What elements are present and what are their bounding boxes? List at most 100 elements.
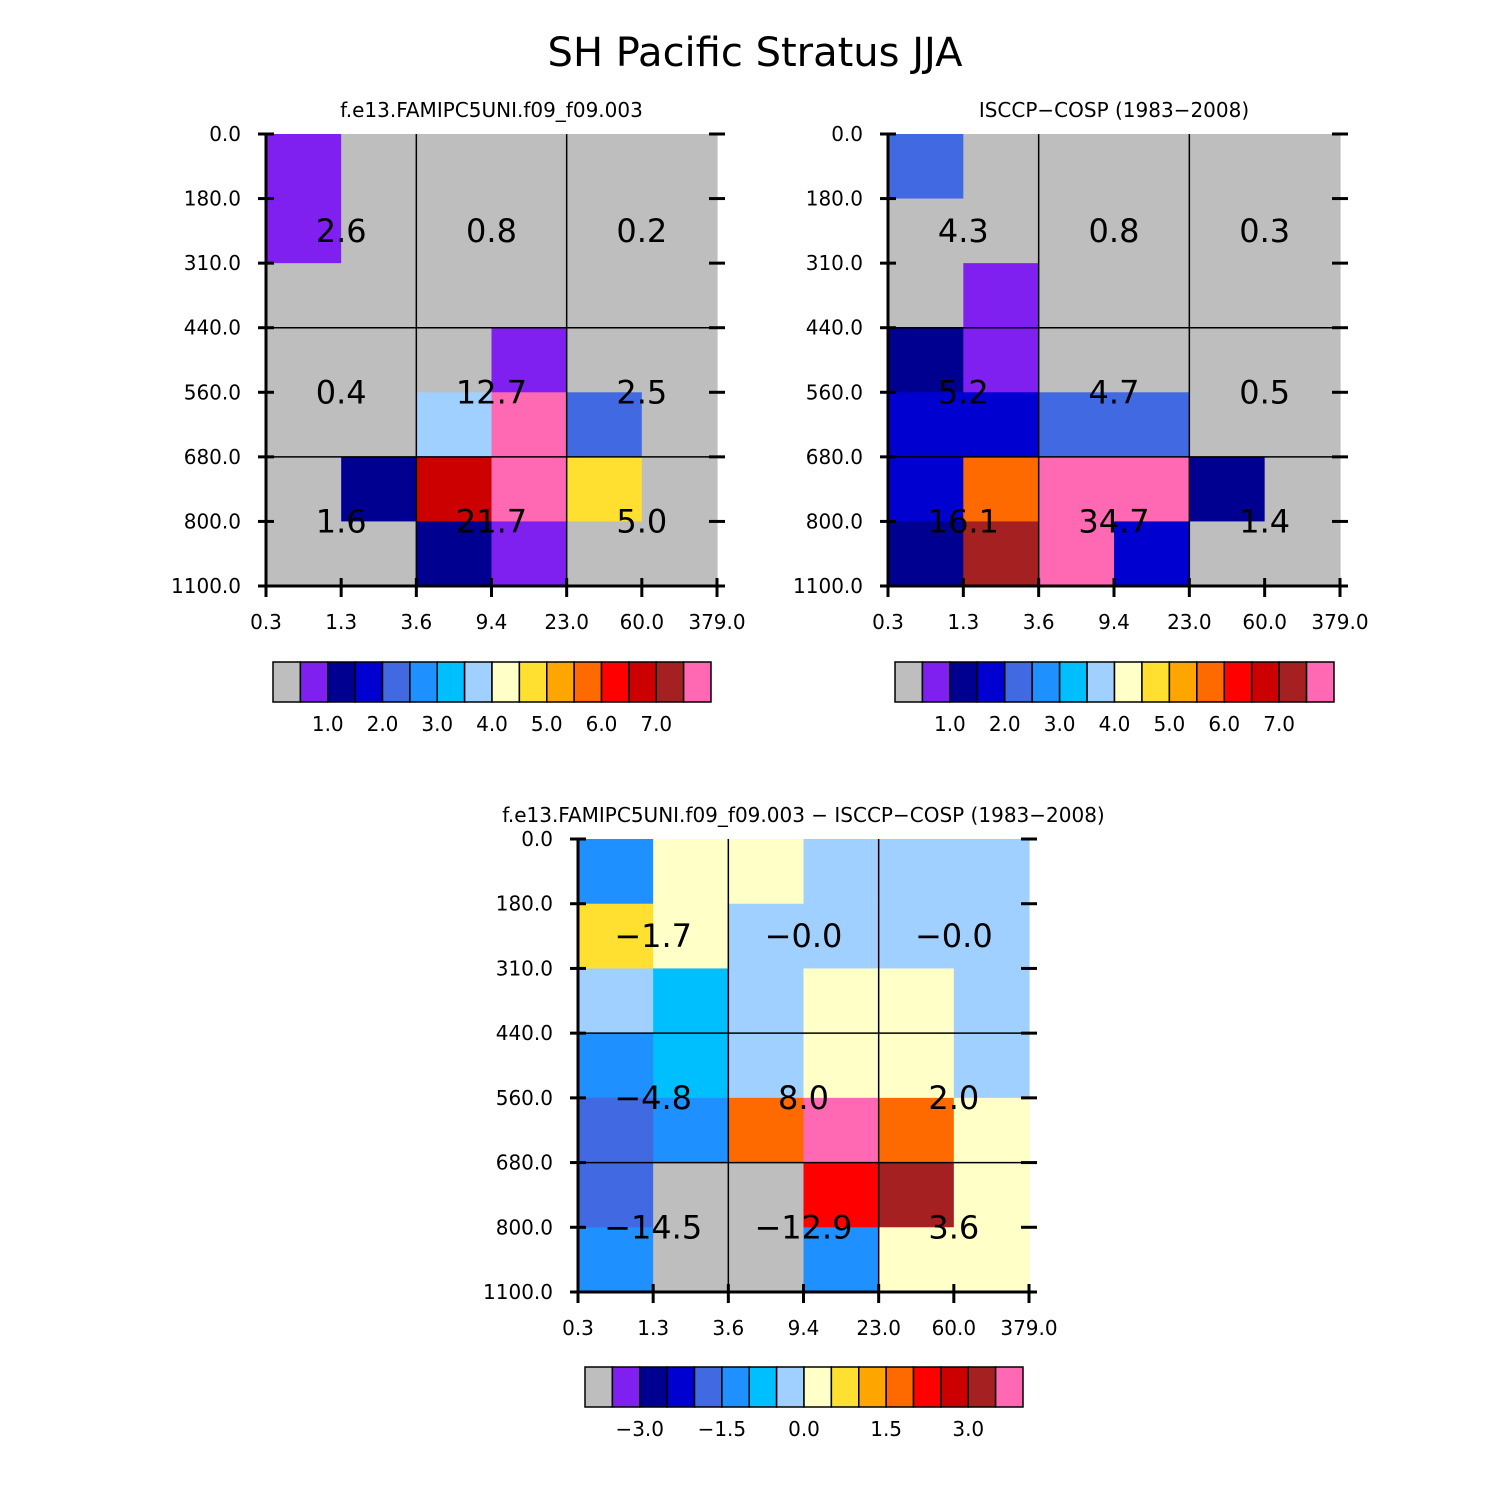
colorbar-box [1305,661,1335,703]
heatmap-cell [491,456,568,523]
colorbar-label: 1.5 [870,1417,902,1441]
y-tick-label: 560.0 [806,380,863,404]
x-tick-label: 379.0 [1000,1316,1057,1340]
block-value-label: 8.0 [778,1079,829,1117]
heatmap-cell [953,1033,1030,1099]
heatmap-cell [578,1097,654,1164]
heatmap-cell [1038,134,1115,200]
x-tick-label: 379.0 [1311,610,1368,634]
y-tick-label: 310.0 [806,251,863,275]
heatmap-cell [1189,263,1266,329]
colorbar-box [491,661,521,703]
block-value-label: 12.7 [456,373,527,411]
colorbar-box [381,661,411,703]
colorbar-box [894,661,924,703]
colorbar-box [628,661,657,703]
colorbar-box [912,1366,942,1408]
heatmap-cell [888,263,964,329]
block-value-label: 0.2 [616,212,667,250]
heatmap-cell [803,968,880,1034]
heatmap-cell [1189,134,1266,200]
block-value-label: 0.5 [1239,373,1290,411]
colorbar-label: 4.0 [1099,712,1131,736]
heatmap-cell [878,968,955,1034]
y-tick-label: 680.0 [184,445,241,469]
heatmap-cell [878,1227,955,1293]
heatmap-cell [266,134,342,200]
heatmap-cell [653,839,729,905]
y-tick-label: 440.0 [496,1021,553,1045]
colorbar-label: 3.0 [421,712,453,736]
block-value-label: 1.4 [1239,502,1290,540]
panel-model: f.e13.FAMIPC5UNI.f09_f09.003 2.6 0.8 0.2 0.4… [171,98,746,736]
heatmap-cell [578,1227,654,1293]
x-tick-label: 60.0 [620,610,665,634]
heatmap-cell [641,198,718,264]
heatmap-cell [1189,327,1266,393]
block-value-label: 2.5 [616,373,667,411]
colorbar-box [803,1366,833,1408]
y-tick-label: 180.0 [496,892,553,916]
heatmap-cell [578,903,654,970]
heatmap-cell [878,1162,955,1228]
heatmap-cell [416,521,493,587]
colorbar-label: 3.0 [952,1417,984,1441]
colorbar-box [693,1366,723,1408]
x-tick-label: 3.6 [400,610,432,634]
block-value-label: 4.3 [938,212,989,250]
block-value-label: 2.6 [316,212,367,250]
colorbar-box [748,1366,778,1408]
colorbar-box [272,661,302,703]
heatmap-cell [888,327,964,393]
y-tick-label: 180.0 [184,187,241,211]
block-value-label: −0.0 [765,917,843,955]
heatmap-cell [578,1033,654,1099]
block-value-label: 5.2 [938,373,989,411]
heatmap-cell [653,903,729,970]
colorbar-box [858,1366,887,1408]
heatmap-cell [878,839,955,905]
block-value-label: 0.8 [1089,212,1140,250]
x-tick-label: 23.0 [544,610,589,634]
y-tick-label: 1100.0 [483,1280,553,1304]
colorbar-box [299,661,329,703]
heatmap-cell [963,327,1040,393]
x-tick-label: 23.0 [856,1316,901,1340]
heatmap-cell [1264,263,1341,329]
heatmap-cell [1114,198,1190,264]
block-value-label: 4.7 [1089,373,1140,411]
heatmap-cell [1264,392,1341,458]
heatmap-cell [953,839,1030,905]
heatmap-cell [1264,456,1341,523]
heatmap-cell [416,134,493,200]
x-tick-label: 0.3 [562,1316,594,1340]
colorbar-box [1058,661,1088,703]
panel-difference: f.e13.FAMIPC5UNI.f09_f09.003 − ISCCP−COS… [483,803,1105,1441]
heatmap-cell [491,263,568,329]
heatmap-cell [266,327,342,393]
y-tick-label: 560.0 [184,380,241,404]
heatmap-cell [653,1033,729,1099]
y-tick-label: 800.0 [806,509,863,533]
heatmap-cell [953,903,1030,970]
colorbar-box [639,1366,668,1408]
colorbar-label: 3.0 [1044,712,1076,736]
y-tick-label: 180.0 [806,187,863,211]
heatmap-cell [566,198,643,264]
heatmap-cell [963,456,1040,523]
heatmap-cell [803,839,880,905]
heatmap-cell [1114,456,1190,523]
heatmap-cell [416,392,493,458]
y-tick-label: 310.0 [496,956,553,980]
heatmap-cell [641,327,718,393]
heatmap-cell [803,1097,880,1164]
heatmap-cell [953,1162,1030,1228]
heatmap-cell [641,392,718,458]
heatmap-cell [888,134,964,200]
heatmap-cell [641,456,718,523]
block-value-label: −14.5 [604,1208,702,1246]
x-tick-label: 0.3 [872,610,904,634]
heatmap-cell [491,392,568,458]
heatmap-cell [728,1227,805,1293]
